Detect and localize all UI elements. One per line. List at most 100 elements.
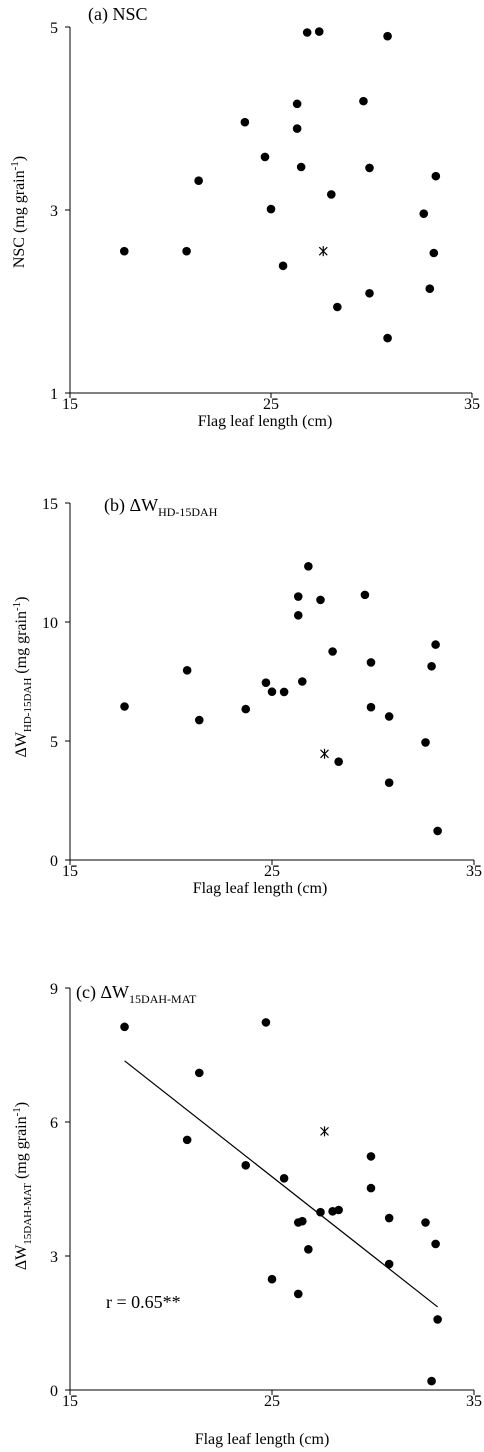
data-point [333, 302, 342, 312]
data-point [296, 162, 306, 172]
panel-c-xlabel: Flag leaf length (cm) [195, 1431, 330, 1448]
data-point [292, 99, 302, 109]
data-point [334, 1205, 343, 1215]
data-point [194, 715, 204, 725]
data-point [304, 562, 313, 571]
data-point [431, 640, 440, 649]
panel-c-xtick-label: 35 [466, 1393, 482, 1410]
data-point [366, 702, 376, 712]
correlation-annotation: r = 0.65** [106, 1292, 181, 1312]
panel-a-xtick-label: 15 [62, 396, 78, 413]
data-point [241, 1161, 251, 1170]
panel-c-ytick-label: 9 [50, 981, 58, 998]
data-point [278, 261, 288, 271]
data-point [425, 284, 435, 293]
data-point [427, 1376, 436, 1386]
panel-b: 0 5 10 15 15 25 35 (b) ΔWHD-15DAH Flag leaf l… [11, 495, 482, 897]
data-point [327, 190, 336, 199]
panel-c-ytick-label: 0 [50, 1383, 58, 1400]
data-point [366, 1183, 376, 1193]
data-point [304, 1245, 313, 1254]
data-point [293, 592, 303, 601]
panel-c-ylabel: ΔW15DAH-MAT (mg grain-1) [11, 1102, 34, 1270]
panel-a-xlabel: Flag leaf length (cm) [198, 413, 333, 430]
data-point [427, 661, 436, 671]
data-point [359, 96, 368, 106]
panel-c-ytick-label: 6 [50, 1115, 58, 1132]
panel-b-xtick-label: 15 [62, 863, 78, 880]
panel-a-ytick-label: 5 [50, 20, 58, 37]
data-point [182, 1135, 192, 1145]
data-point [194, 176, 203, 186]
data-point [334, 757, 343, 767]
panel-b-xtick-label: 25 [264, 863, 280, 880]
data-point [298, 677, 307, 686]
data-point [316, 595, 325, 605]
data-point [384, 712, 394, 721]
panel-c-xtick-label: 25 [264, 1393, 280, 1410]
data-point [328, 647, 337, 656]
data-point [120, 1022, 129, 1032]
data-point [419, 209, 429, 218]
data-point [429, 248, 439, 258]
panel-b-ytick-label: 10 [42, 615, 58, 632]
data-point [292, 124, 302, 133]
data-point [267, 1274, 277, 1284]
data-point [261, 1018, 271, 1027]
panel-c-ytick-label: 3 [50, 1249, 58, 1266]
data-point [261, 678, 271, 687]
data-point [119, 246, 129, 256]
data-point [365, 163, 374, 173]
panel-c-xtick-label: 15 [62, 1393, 78, 1410]
panel-b-xlabel: Flag leaf length (cm) [193, 880, 328, 897]
data-point [433, 826, 442, 836]
asterisk-marker [320, 748, 329, 759]
panel-a-ytick-label: 1 [50, 386, 58, 403]
data-point [366, 1152, 376, 1161]
data-point [298, 1216, 307, 1226]
data-point [240, 117, 250, 127]
panel-a-xtick-label: 35 [464, 396, 480, 413]
data-point [293, 611, 303, 620]
data-point [421, 1218, 430, 1227]
data-point [431, 171, 441, 181]
panel-c: 0 3 6 9 15 25 35 (c) ΔW15DAH-MAT r = 0.65** F… [11, 981, 482, 1448]
panel-a-ylabel: NSC (mg grain-1) [9, 156, 28, 268]
panel-b-title: (b) ΔWHD-15DAH [104, 495, 218, 519]
data-point [266, 204, 276, 214]
data-point [302, 28, 312, 37]
data-point [383, 333, 392, 343]
data-point [267, 687, 277, 697]
data-point [360, 590, 370, 600]
panel-a-xtick-label: 25 [263, 396, 279, 413]
data-point [279, 1173, 289, 1183]
data-point [182, 666, 192, 675]
panel-b-ylabel: ΔWHD-15DAH (mg grain-1) [11, 597, 34, 758]
data-point [279, 687, 289, 697]
panel-b-xtick-label: 35 [466, 863, 482, 880]
data-point [314, 27, 324, 36]
asterisk-marker [320, 1126, 329, 1137]
data-point [194, 1068, 204, 1078]
data-point [384, 1213, 394, 1223]
data-point [431, 1239, 440, 1249]
data-point [241, 704, 251, 714]
panel-b-ytick-label: 15 [42, 496, 58, 513]
data-point [384, 1259, 394, 1269]
data-point [120, 702, 129, 711]
regression-line [124, 1060, 439, 1308]
data-point [182, 246, 191, 256]
data-point [384, 778, 394, 787]
data-point [316, 1207, 325, 1217]
panel-b-ytick-label: 0 [50, 853, 58, 870]
panel-b-ytick-label: 5 [50, 734, 58, 751]
data-point [421, 738, 430, 747]
panel-a: 135 15 25 35 (a) NSC Flag leaf length (cm)… [9, 4, 480, 430]
data-point [365, 288, 374, 298]
asterisk-marker [318, 246, 328, 257]
panel-a-title: (a) NSC [88, 4, 148, 25]
panel-c-title: (c) ΔW15DAH-MAT [76, 982, 197, 1006]
data-point [433, 1315, 442, 1324]
data-point [366, 658, 376, 667]
